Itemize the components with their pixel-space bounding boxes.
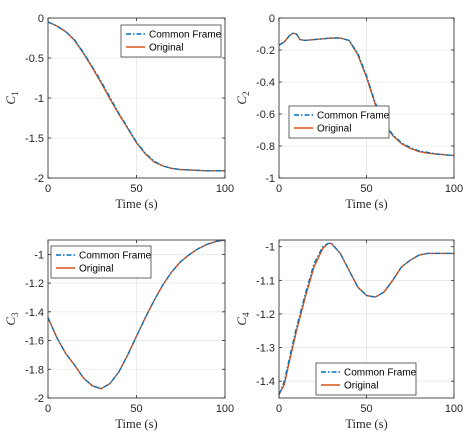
x-axis-label: Time (s) [345,197,387,211]
x-axis-label: Time (s) [115,197,157,211]
legend-label: Common Frame [344,368,417,379]
x-tick-label: 50 [130,183,142,195]
series-line-common-frame [278,32,455,157]
y-axis-label: C4 [234,312,251,326]
legend-label: Common Frame [149,30,222,41]
x-tick-label: 50 [360,403,372,415]
y-tick-label: -1 [265,173,275,185]
x-tick-label: 50 [130,403,142,415]
chart-panel-3: 0 50 100 -1 -1.2 -1.4 -1.6 -1.8 -2 Time (s) C3 Comm… [3,239,234,431]
legend-label: Original [317,124,351,135]
chart-panel-4: 0 50 100 -1 -1.1 -1.2 -1.3 -1.4 Time (s) C4 Common… [234,239,463,431]
y-tick-label: 0 [269,13,275,25]
x-tick-label: 0 [45,183,51,195]
y-axis-label: C1 [3,91,20,104]
y-tick-label: -0.2 [256,45,275,57]
y-tick-label: -1.2 [256,309,275,321]
y-tick-label: -0.5 [25,53,44,65]
legend: Common Frame Original [50,245,152,279]
x-tick-label: 100 [445,183,463,195]
y-tick-label: -1.3 [256,343,275,355]
y-tick-label: -1.8 [25,364,44,376]
y-tick-label: -2 [34,393,44,405]
x-tick-label: 50 [360,183,372,195]
series-line-common-frame [47,21,225,172]
x-axis-label: Time (s) [115,417,157,431]
y-tick-label: -1.6 [25,336,44,348]
y-tick-label: 0 [38,13,44,25]
legend-box [315,362,417,396]
y-tick-label: -0.6 [256,109,275,121]
legend-label: Original [149,43,183,54]
y-tick-label: -0.4 [256,77,275,89]
y-tick-label: -2 [34,173,44,185]
x-tick-label: 100 [445,403,463,415]
legend-box [50,245,152,279]
x-tick-label: 0 [276,183,282,195]
x-axis-label: Time (s) [345,417,387,431]
legend: Common Frame Original [315,362,417,396]
legend-label: Common Frame [317,111,390,122]
legend: Common Frame Original [120,24,222,58]
chart-panel-2: 0 50 100 0 -0.2 -0.4 -0.6 -0.8 -1 Time (s) C2 Commo… [234,13,463,211]
y-tick-label: -1 [34,249,44,261]
chart-panel-1: 0 50 100 0 -0.5 -1 -1.5 -2 Time (s) C1 Common Fram… [3,13,234,211]
x-tick-label: 100 [216,403,234,415]
series-line-common-frame [47,239,226,390]
y-tick-label: -1 [34,93,44,105]
y-axis-label: C2 [234,91,251,104]
series-line-common-frame [278,242,454,395]
x-tick-label: 0 [276,403,282,415]
y-tick-label: -1 [265,242,275,254]
y-axis-label: C3 [3,312,20,326]
legend: Common Frame Original [288,105,390,139]
y-tick-label: -1.2 [25,278,44,290]
legend-label: Original [79,264,113,275]
legend-label: Original [344,381,378,392]
y-tick-label: -1.4 [256,376,275,388]
legend-label: Common Frame [79,251,152,262]
y-tick-label: -0.8 [256,141,275,153]
legend-box [120,24,222,58]
y-tick-label: -1.1 [256,275,275,287]
y-tick-label: -1.5 [25,133,44,145]
legend-box [288,105,390,139]
x-tick-label: 0 [45,403,51,415]
y-tick-label: -1.4 [25,307,44,319]
x-tick-label: 100 [216,183,234,195]
